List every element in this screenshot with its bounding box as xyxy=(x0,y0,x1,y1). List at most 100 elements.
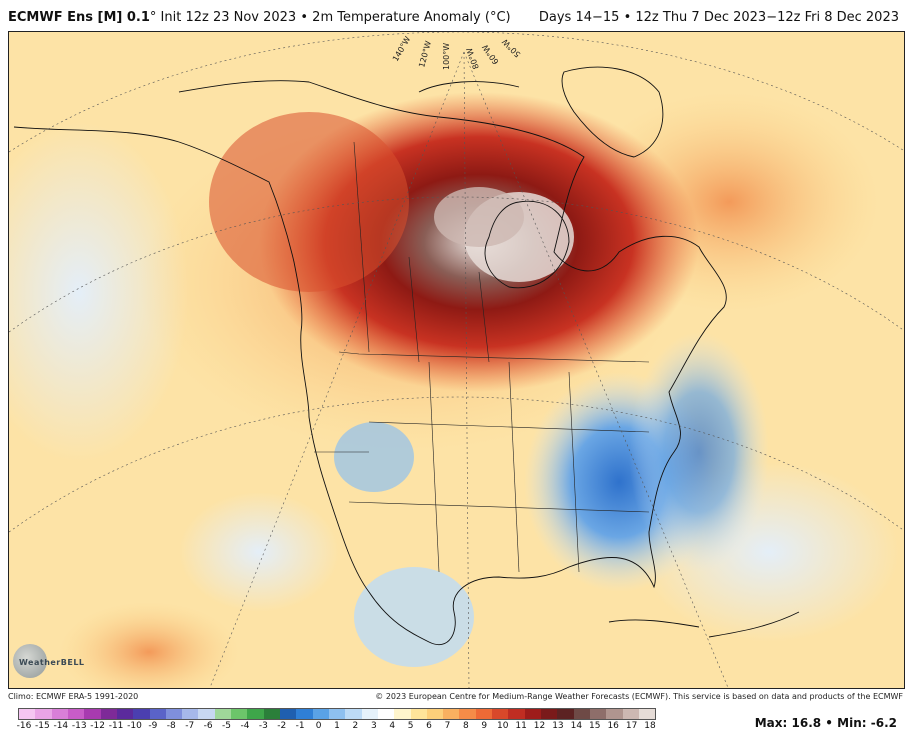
colorbar-swatch xyxy=(377,709,395,719)
colorbar-swatch xyxy=(606,709,623,719)
colorbar-tick-label: 18 xyxy=(644,721,656,731)
colorbar xyxy=(18,708,656,720)
map-title: ECMWF Ens [M] 0.1° Init 12z 23 Nov 2023 … xyxy=(8,10,511,25)
colorbar-tick-label: 1 xyxy=(334,721,340,731)
max-min-stats: Max: 16.8 • Min: -6.2 xyxy=(755,716,897,730)
climo-text: Climo: ECMWF ERA-5 1991-2020 xyxy=(8,692,139,701)
colorbar-swatch xyxy=(508,709,525,719)
colorbar-tick-label: 2 xyxy=(352,721,359,731)
footer: Climo: ECMWF ERA-5 1991-2020 © 2023 Euro… xyxy=(0,690,913,704)
borders xyxy=(314,141,650,573)
colorbar-tick-label: 7 xyxy=(444,721,451,731)
colorbar-swatch xyxy=(51,709,68,719)
colorbar-swatch xyxy=(231,709,248,719)
colorbar-swatch xyxy=(19,709,36,719)
colorbar-tick-label: 15 xyxy=(589,721,601,731)
max-value: 16.8 xyxy=(791,716,822,730)
colorbar-tick-label: -6 xyxy=(203,721,213,731)
colorbar-tick-label: -10 xyxy=(127,721,142,731)
colorbar-tick-label: 6 xyxy=(426,721,432,731)
colorbar-tick-label: 9 xyxy=(481,721,488,731)
colorbar-swatch xyxy=(182,709,199,719)
weatherbell-logo: WeatherBELL xyxy=(13,644,93,684)
init-time: Init 12z 23 Nov 2023 xyxy=(160,10,297,25)
colorbar-swatch xyxy=(198,709,215,719)
colorbar-tick-label: 13 xyxy=(552,721,564,731)
colorbar-tick-label: -8 xyxy=(166,721,176,731)
title-bullet: • xyxy=(300,10,309,25)
colorbar-tick-label: -2 xyxy=(277,721,287,731)
colorbar-tick-label: 4 xyxy=(389,721,396,731)
colorbar-tick-label: -11 xyxy=(108,721,124,731)
min-value: -6.2 xyxy=(870,716,897,730)
colorbar-swatch xyxy=(263,709,280,719)
colorbar-swatch xyxy=(573,709,590,719)
header: ECMWF Ens [M] 0.1° Init 12z 23 Nov 2023 … xyxy=(0,0,913,30)
colorbar-tick-label: -9 xyxy=(148,721,158,731)
yukon-warm xyxy=(209,112,409,292)
colorbar-swatch xyxy=(638,709,656,719)
coastlines xyxy=(13,66,800,646)
colorbar-tick-label: -5 xyxy=(222,721,232,731)
greenland-outline xyxy=(561,66,664,158)
colorbar-swatch xyxy=(622,709,639,719)
model-name: ECMWF Ens [M] 0.1 xyxy=(8,10,150,25)
colorbar-tick-label: -15 xyxy=(35,721,50,731)
logo-text: WeatherBELL xyxy=(19,658,85,667)
colorbar-swatch xyxy=(410,709,427,719)
colorbar-tick-label: 5 xyxy=(407,721,414,731)
colorbar-tick-label: -14 xyxy=(53,721,69,731)
graticule xyxy=(9,32,904,688)
colorbar-tick-label: -7 xyxy=(185,721,195,731)
colorbar-swatch xyxy=(492,709,509,719)
colorbar-tick-label: 11 xyxy=(515,721,527,731)
stats-separator: • xyxy=(825,716,833,730)
colorbar-tick-label: -12 xyxy=(90,721,105,731)
lon-label-100w: 100°W xyxy=(442,43,451,70)
colorbar-tick-label: 0 xyxy=(315,721,322,731)
colorbar-swatch xyxy=(541,709,558,719)
anomaly-map: 140°W 120°W 100°W 80°W 60°W 50°W Weather… xyxy=(8,31,905,689)
colorbar-swatch xyxy=(459,709,476,719)
colorbar-swatch xyxy=(149,709,166,719)
colorbar-swatch xyxy=(84,709,101,719)
colorbar-swatch xyxy=(296,709,313,719)
colorbar-tick-label: 14 xyxy=(570,721,583,731)
map-canvas: 140°W 120°W 100°W 80°W 60°W 50°W xyxy=(9,32,904,688)
colorbar-swatch xyxy=(35,709,52,719)
valid-time: Days 14−15 • 12z Thu 7 Dec 2023−12z Fri … xyxy=(538,10,899,25)
mexico-cool xyxy=(354,567,474,667)
colorbar-swatch xyxy=(361,709,378,719)
colorbar-tick-label: -16 xyxy=(16,721,32,731)
colorbar-swatch xyxy=(557,709,574,719)
colorbar-swatch xyxy=(247,709,264,719)
variable-name: 2m Temperature Anomaly (°C) xyxy=(312,10,511,25)
colorbar-swatch xyxy=(589,709,607,719)
colorbar-tick-label: 16 xyxy=(607,721,619,731)
colorbar-swatch xyxy=(426,709,444,719)
colorbar-swatch xyxy=(524,709,541,719)
colorbar-swatch xyxy=(100,709,117,719)
colorbar-swatch xyxy=(312,709,329,719)
colorbar-ticks: -16 -15 -14 -13 -12 -11 -10 -9 -8 -7 -6 -5 -4 -3 -2 -1 0… xyxy=(16,721,656,735)
colorbar-tick-label: 12 xyxy=(533,721,546,731)
east-pacific-warm xyxy=(59,602,239,688)
nunavut-extreme xyxy=(434,187,524,247)
max-label: Max: xyxy=(754,716,788,730)
west-atlantic-cold xyxy=(629,332,769,572)
colorbar-swatch xyxy=(475,709,493,719)
colorbar-tick-label: 8 xyxy=(463,721,469,731)
baja-near-normal xyxy=(179,492,339,612)
colorbar-swatch xyxy=(328,709,346,719)
copyright-text: © 2023 European Centre for Medium-Range … xyxy=(375,692,903,701)
colorbar-tick-label: -4 xyxy=(240,721,250,731)
pacific-near-normal xyxy=(9,122,189,462)
colorbar-tick-label: -13 xyxy=(71,721,87,731)
colorbar-swatch xyxy=(443,709,460,719)
colorbar-swatch xyxy=(280,709,297,719)
colorbar-swatch xyxy=(214,709,232,719)
rockies-cool xyxy=(334,422,414,492)
colorbar-tick-label: -3 xyxy=(258,721,268,731)
colorbar-swatch xyxy=(133,709,150,719)
min-label: Min: xyxy=(837,716,867,730)
